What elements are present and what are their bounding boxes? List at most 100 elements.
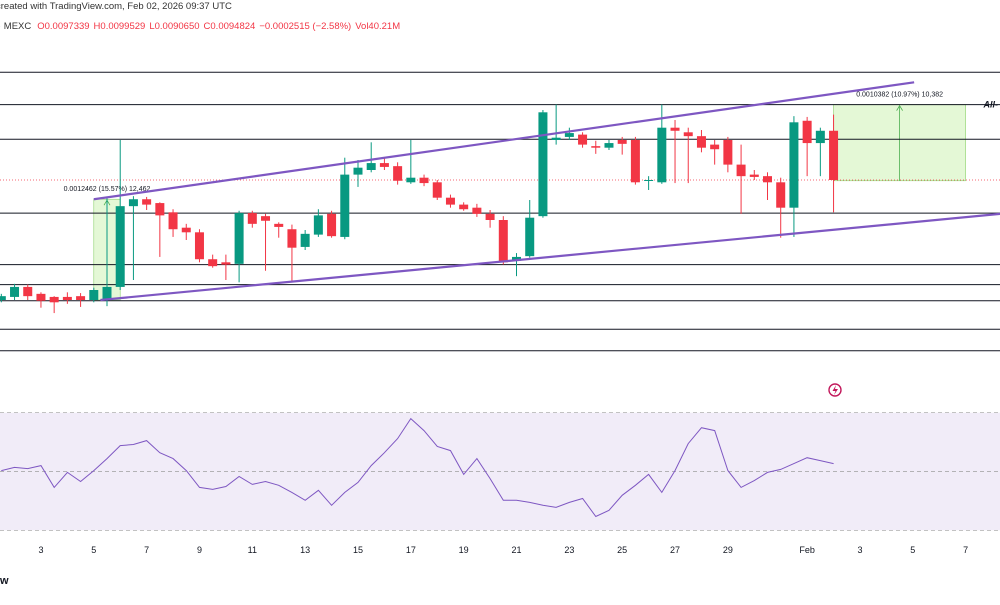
- legend-value: −0.0002515 (−2.58%): [259, 21, 351, 32]
- candle-body: [208, 259, 218, 267]
- candle-body: [749, 174, 759, 177]
- level-label: All-: [983, 100, 999, 110]
- candle-body: [142, 199, 152, 205]
- candle-body: [644, 180, 654, 181]
- measure-label: 0.0010382 (10.97%) 10,382: [856, 92, 943, 99]
- rsi-line: [1, 417, 834, 518]
- x-tick-label: Feb: [799, 545, 815, 555]
- x-tick-label: 11: [248, 545, 257, 555]
- candle-body: [696, 136, 706, 148]
- candle-body: [379, 163, 389, 167]
- candle-body: [498, 220, 508, 263]
- candle-body: [485, 213, 495, 220]
- candle-body: [49, 296, 59, 303]
- candle-body: [0, 296, 6, 300]
- candle-body: [802, 120, 812, 144]
- legend-volume: Vol40.21M: [355, 21, 400, 32]
- candle-body: [274, 223, 284, 227]
- channel-line: [93, 81, 915, 201]
- x-tick-label: 13: [300, 545, 310, 555]
- candle-body: [23, 286, 33, 297]
- candle-body: [472, 207, 482, 214]
- candle-body: [657, 127, 667, 183]
- candle-body: [710, 144, 720, 150]
- candle-body: [194, 232, 204, 260]
- candle-body: [564, 133, 574, 137]
- candle-body: [89, 290, 99, 300]
- alert-circle[interactable]: [828, 383, 842, 397]
- legend-value: H0.0099529: [94, 21, 146, 32]
- channel-line: [100, 212, 1000, 302]
- candle-body: [300, 233, 310, 247]
- candle-body: [432, 182, 442, 198]
- x-tick-label: 9: [197, 545, 202, 555]
- candle-body: [683, 132, 693, 137]
- candle-body: [578, 134, 588, 145]
- candle-body: [102, 286, 112, 300]
- x-tick-label: 7: [144, 545, 149, 555]
- candle-body: [419, 177, 429, 184]
- candle-body: [340, 174, 350, 237]
- candle-body: [617, 140, 627, 144]
- x-tick-label: 27: [670, 545, 680, 555]
- candle-body: [406, 177, 416, 183]
- candle-body: [168, 212, 178, 230]
- legend-source: · MEXC: [0, 21, 31, 32]
- x-tick-label: 19: [459, 545, 469, 555]
- legend-value: C0.0094824: [204, 21, 256, 32]
- measure-label: 0.0012462 (15.57%) 12,462: [64, 186, 151, 193]
- candle-body: [247, 213, 257, 224]
- candle-body: [459, 204, 469, 210]
- candle-body: [538, 112, 548, 217]
- x-tick-label: 3: [857, 545, 862, 555]
- candle-body: [591, 146, 601, 148]
- candle-body: [76, 296, 86, 300]
- candle-body: [155, 203, 165, 216]
- alert-bolt: [832, 385, 838, 395]
- candle-body: [763, 176, 773, 183]
- candle-body: [393, 166, 403, 181]
- candle-body: [776, 182, 786, 208]
- alert-icon[interactable]: [828, 383, 842, 397]
- x-tick-label: 21: [512, 545, 522, 555]
- x-tick-label: 29: [723, 545, 733, 555]
- candle-body: [115, 206, 125, 287]
- candle-body: [287, 229, 297, 248]
- candle-body: [789, 122, 799, 208]
- candle-body: [261, 216, 271, 221]
- x-tick-label: 5: [910, 545, 915, 555]
- brand: w: [0, 575, 9, 587]
- candle-body: [221, 262, 231, 265]
- candle-body: [829, 130, 839, 180]
- candle-body: [525, 217, 535, 257]
- candle-body: [445, 197, 455, 205]
- legend-value: O0.0097339: [37, 21, 89, 32]
- candle-body: [670, 127, 680, 131]
- x-tick-label: 25: [617, 545, 627, 555]
- candle-body: [128, 199, 138, 207]
- candle-body: [736, 164, 746, 177]
- candle-body: [234, 213, 244, 264]
- candle-body: [10, 286, 20, 297]
- x-tick-label: 15: [353, 545, 363, 555]
- candle-body: [723, 140, 733, 165]
- measure-arrow-head: [896, 104, 903, 111]
- candle-body: [62, 296, 72, 300]
- candle-body: [512, 256, 522, 261]
- x-tick-label: 23: [564, 545, 574, 555]
- x-tick-label: 7: [963, 545, 968, 555]
- candle-body: [181, 227, 191, 233]
- watermark: created with TradingView.com, Feb 02, 20…: [0, 1, 232, 12]
- candle-body: [36, 293, 46, 301]
- legend-value: L0.0090650: [149, 21, 199, 32]
- candle-body: [366, 163, 376, 170]
- candle-body: [353, 167, 363, 175]
- legend: · MEXC O0.0097339 H0.0099529 L0.0090650 C0.…: [0, 21, 400, 32]
- candle-body: [815, 130, 825, 144]
- x-tick-label: 5: [91, 545, 96, 555]
- candle-body: [630, 140, 640, 183]
- candle-body: [604, 143, 614, 148]
- x-tick-label: 17: [406, 545, 416, 555]
- candle-body: [551, 137, 561, 140]
